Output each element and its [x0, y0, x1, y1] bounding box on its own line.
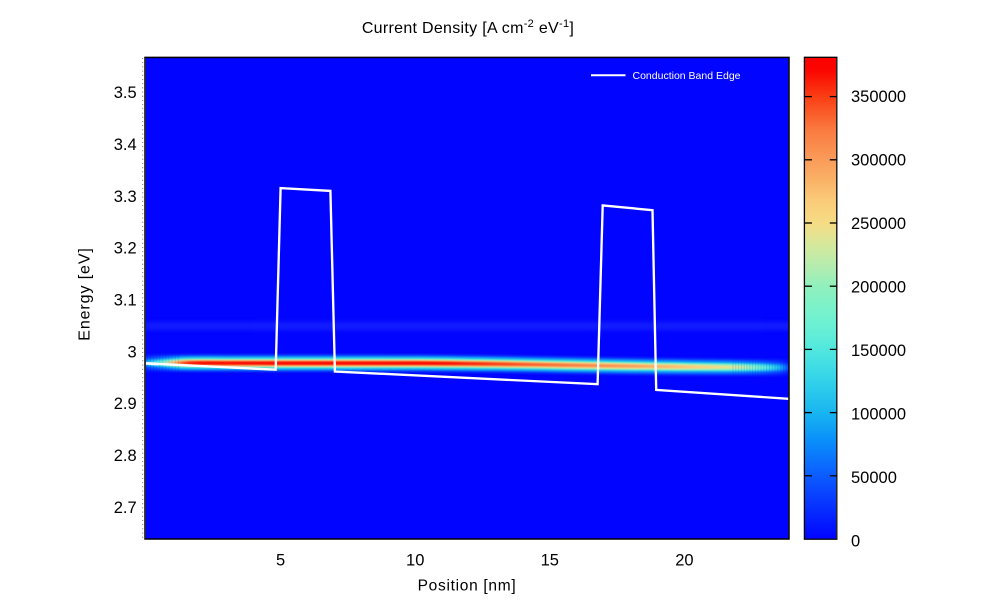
svg-text:0: 0	[851, 532, 860, 550]
svg-text:5: 5	[276, 551, 285, 569]
svg-text:20: 20	[675, 551, 693, 569]
svg-text:2.7: 2.7	[114, 499, 137, 517]
svg-text:3.4: 3.4	[114, 136, 137, 154]
svg-text:2.8: 2.8	[114, 447, 137, 465]
svg-text:50000: 50000	[851, 469, 897, 487]
svg-text:3.5: 3.5	[114, 84, 137, 102]
svg-text:350000: 350000	[851, 88, 906, 106]
svg-text:3.3: 3.3	[114, 188, 137, 206]
svg-text:250000: 250000	[851, 215, 906, 233]
svg-text:15: 15	[541, 551, 559, 569]
svg-text:300000: 300000	[851, 151, 906, 169]
svg-text:Conduction Band Edge: Conduction Band Edge	[633, 70, 741, 82]
svg-text:Energy [eV]: Energy [eV]	[77, 247, 94, 341]
svg-text:Current Density [A cm-2 eV-1]: Current Density [A cm-2 eV-1]	[362, 18, 574, 37]
svg-text:3.1: 3.1	[114, 292, 137, 310]
svg-text:Position [nm]: Position [nm]	[418, 578, 517, 595]
svg-text:3: 3	[128, 343, 137, 361]
svg-text:10: 10	[406, 551, 424, 569]
svg-text:150000: 150000	[851, 342, 906, 360]
svg-text:100000: 100000	[851, 405, 906, 423]
svg-text:3.2: 3.2	[114, 240, 137, 258]
svg-text:200000: 200000	[851, 278, 906, 296]
svg-text:2.9: 2.9	[114, 395, 137, 413]
